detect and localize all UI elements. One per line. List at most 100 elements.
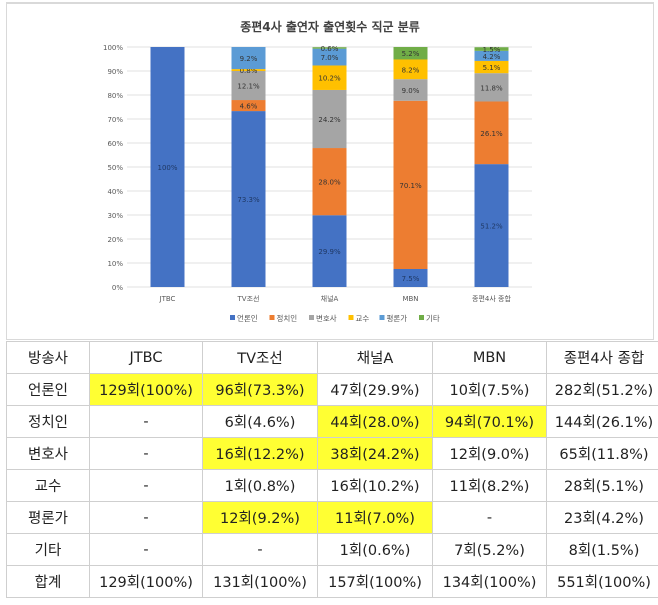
bar-segment [312,65,347,90]
bar-segment [393,269,428,287]
data-label: 7.0% [321,54,339,62]
chart-title: 종편4사 출연자 출연횟수 직군 분류 [240,20,420,34]
data-label: 9.2% [240,55,258,63]
y-tick-label: 100% [103,44,123,52]
data-label: 12.1% [237,83,260,91]
legend-swatch [419,315,424,320]
table-cell: 16회(10.2%) [317,469,433,502]
table-cell: - [89,437,203,470]
legend-swatch [230,315,235,320]
legend-swatch [379,315,385,320]
y-tick-label: 60% [107,140,123,148]
x-tick-label: TV조선 [237,294,260,303]
table-row: 합계 129회(100%) 131회(100%) 157회(100%) 134회(100… [6,565,658,598]
row-header-cell: 합계 [6,565,90,598]
table-row: 교수 -1회(0.8%) 16회(10.2%) 11회(8.2%) 28회(5.1%) [6,469,658,502]
table-cell: - [202,533,318,566]
y-tick-label: 20% [107,236,123,244]
table-row: 평론가 -12회(9.2%) 11회(7.0%) -23회(4.2%) [6,501,658,534]
data-label: 4.6% [240,103,258,111]
table-cell: 7회(5.2%) [432,533,547,566]
table-cell: 134회(100%) [432,565,547,598]
row-header-cell: 방송사 [6,341,90,374]
legend-label: 정치인 [277,313,298,323]
row-header-cell: 정치인 [6,405,90,438]
data-label: 0.8% [240,67,258,75]
x-tick-label: JTBC [159,295,176,303]
table-cell: 129회(100%) [89,373,203,406]
table-cell: 282회(51.2%) [546,373,658,406]
data-label: 51.2% [480,223,503,231]
data-label: 100% [157,164,177,172]
legend-label: 기타 [426,314,440,323]
x-tick-label: 종편4사 종합 [472,294,511,303]
x-tick-label: 채널A [321,294,339,303]
table-cell: 96회(73.3%) [202,373,318,406]
table-cell: 551회(100%) [546,565,658,598]
table-row: 기타 - -1회(0.6%) 7회(5.2%) 8회(1.5%) [6,533,658,566]
bar-segment [474,164,509,287]
table-cell: 8회(1.5%) [546,533,658,566]
bar-segment [393,100,428,269]
data-label: 1.5% [483,46,501,54]
bar-segment [231,71,266,101]
row-header-cell: 평론가 [6,501,90,534]
bar-segment [312,89,347,149]
data-label: 73.3% [237,196,260,204]
x-tick-label: MBN [402,295,418,303]
table-cell: - [89,469,203,502]
row-header-cell: 언론인 [6,373,90,406]
data-label: 5.2% [402,50,420,58]
table-cell: - [89,533,203,566]
table-cell: 1회(0.8%) [202,469,318,502]
table-cell: 1회(0.6%) [317,533,433,566]
bar-segment [393,79,428,101]
data-label: 10.2% [318,75,341,83]
table-cell: 12회(9.0%) [432,437,547,470]
data-label: 4.2% [483,53,501,61]
legend-swatch [348,315,354,320]
table-cell: 94회(70.1%) [432,405,547,438]
table-cell: 10회(7.5%) [432,373,547,406]
data-label: 28.0% [318,179,341,187]
table-cell: - [89,405,203,438]
bar-segment [231,47,266,70]
table-cell: 144회(26.1%) [546,405,658,438]
y-tick-label: 40% [107,188,123,196]
bar-segment [474,73,509,102]
data-label: 24.2% [318,116,341,124]
bar-segment [150,47,185,287]
table-cell: TV조선 [202,341,318,374]
table-header-row: 방송사 JTBC TV조선 채널A MBN 종편4사 종합 [6,341,658,374]
y-tick-label: 30% [107,212,123,220]
legend-swatch [309,315,314,320]
table-cell: 131회(100%) [202,565,318,598]
legend-label: 평론가 [387,313,408,323]
table-cell: 채널A [317,341,433,374]
table-cell: 11회(7.0%) [317,501,433,534]
table-cell: 23회(4.2%) [546,501,658,534]
bar-segment [474,47,509,51]
row-header-cell: 변호사 [6,437,90,470]
bar-segment [231,100,266,112]
legend-label: 변호사 [316,314,337,323]
bar-segment [231,111,266,287]
data-label: 7.5% [402,275,420,283]
data-label: 8.2% [402,66,420,74]
table-row: 정치인 -6회(4.6%) 44회(28.0%) 94회(70.1%) 144회(26.… [6,405,658,438]
table-cell: JTBC [89,341,203,374]
data-label: 5.1% [483,64,501,72]
table-cell: 6회(4.6%) [202,405,318,438]
table-cell: 44회(28.0%) [317,405,433,438]
data-table: 방송사 JTBC TV조선 채널A MBN 종편4사 종합 언론인 129회(100%) 96회… [6,341,658,598]
legend-label: 언론인 [237,313,258,323]
table-cell: 157회(100%) [317,565,433,598]
y-tick-label: 50% [107,164,123,172]
y-tick-label: 90% [107,68,123,76]
bar-segment [312,148,347,216]
y-tick-label: 80% [107,92,123,100]
row-header-cell: 교수 [6,469,90,502]
table-cell: 16회(12.2%) [202,437,318,470]
table-cell: - [432,501,547,534]
table-cell: 129회(100%) [89,565,203,598]
